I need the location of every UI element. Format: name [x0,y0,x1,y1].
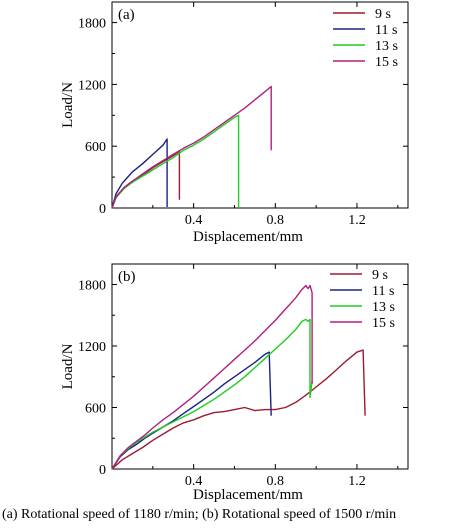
x-tick-label: 0.4 [185,474,203,489]
series-line-9s [111,349,366,470]
x-tick-label: 1.2 [348,474,366,489]
y-tick-label: 1800 [78,17,106,32]
x-tick-label: 0.8 [267,474,285,489]
series-line-13s [111,114,240,209]
legend-label: 11 s [372,284,394,299]
series-line-13s [111,318,313,470]
plot-frame [111,1,409,209]
chart-panel-2: 0.4 0.8 1.2 0 600 1200 1800 Displacement/mm Load… [60,263,409,503]
y-tick-label: 600 [85,140,106,155]
figure-caption: (a) Rotational speed of 1180 r/min; (b) … [2,507,397,522]
series-line-11s [111,351,272,470]
legend-label: 15 s [372,316,395,331]
legend-label: 9 s [375,7,391,22]
chart-panel-1: 0.4 0.8 1.2 0 600 1200 1800 Displacement/mm Load… [60,1,409,245]
y-axis-label: Load/N [60,343,76,389]
x-tick-label: 0.8 [267,213,285,228]
panel-label: (b) [118,269,136,285]
series-line-11s [111,138,168,209]
y-tick-label: 1800 [78,279,106,294]
legend-label: 11 s [375,23,397,38]
legend-label: 13 s [375,39,398,54]
series-line-15s [111,85,272,209]
y-tick-label: 0 [99,202,106,217]
x-tick-label: 1.2 [348,213,366,228]
legend-label: 13 s [372,300,395,315]
y-tick-label: 600 [85,402,106,417]
panel-label: (a) [118,7,135,23]
series-line-15s [111,284,313,470]
legend-label: 9 s [372,268,388,283]
y-tick-label: 1200 [78,340,106,355]
x-axis-label: Displacement/mm [193,487,303,503]
y-tick-label: 1200 [78,78,106,93]
plot-frame [111,263,409,470]
x-axis-label: Displacement/mm [193,229,303,245]
y-tick-label: 0 [99,463,106,478]
y-axis-label: Load/N [60,82,76,128]
x-tick-label: 0.4 [185,213,203,228]
legend-label: 15 s [375,55,398,70]
